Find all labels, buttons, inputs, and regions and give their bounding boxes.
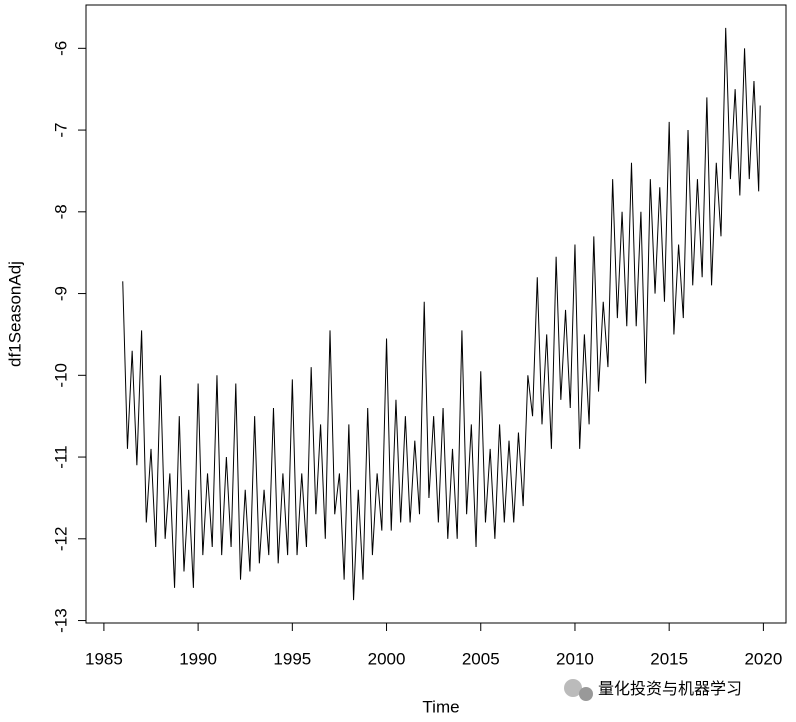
- watermark-icon: [564, 679, 593, 701]
- y-axis-label: df1SeasonAdj: [5, 261, 24, 367]
- y-tick-label: -13: [51, 608, 70, 633]
- x-tick-label: 1990: [179, 649, 217, 668]
- y-tick-label: -12: [51, 527, 70, 552]
- x-tick-label: 1985: [85, 649, 123, 668]
- x-tick-label: 2000: [368, 649, 406, 668]
- y-tick-label: -10: [51, 363, 70, 388]
- x-tick-label: 1995: [273, 649, 311, 668]
- x-tick-label: 2010: [556, 649, 594, 668]
- y-tick-label: -11: [51, 445, 70, 468]
- y-tick-label: -7: [51, 123, 70, 138]
- series-line: [122, 27, 761, 601]
- x-tick-label: 2020: [744, 649, 782, 668]
- y-tick-label: -6: [51, 41, 70, 56]
- y-tick-label: -8: [51, 204, 70, 219]
- watermark: 量化投资与机器学习: [598, 680, 742, 698]
- x-tick-label: 2005: [462, 649, 500, 668]
- x-axis-label: Time: [422, 697, 459, 716]
- y-tick-label: -9: [51, 286, 70, 301]
- x-tick-label: 2015: [650, 649, 688, 668]
